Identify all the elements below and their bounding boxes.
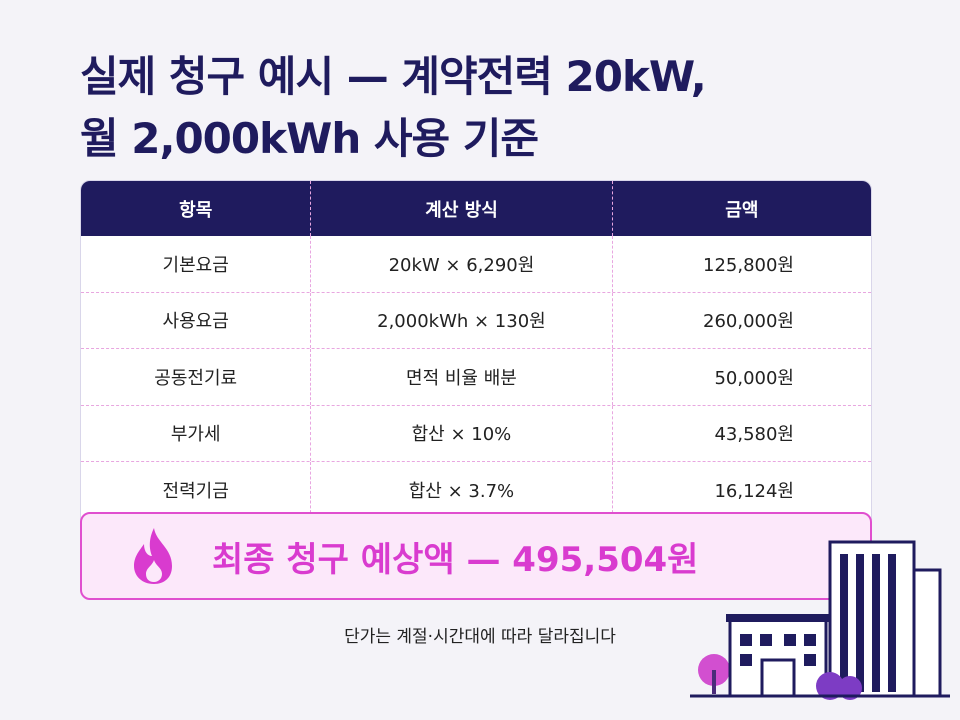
- footnote: 단가는 계절·시간대에 따라 달라집니다: [344, 627, 616, 647]
- table-cell: 사용요금: [162, 311, 229, 333]
- table-cell: 공동전기료: [154, 367, 238, 389]
- header-cell: 항목: [179, 199, 213, 221]
- table-cell: 43,580원: [611, 405, 871, 461]
- table-cell: 20kW × 6,290원: [310, 236, 611, 292]
- table-cell: 50,000원: [611, 349, 871, 405]
- table-row: 기본요금 20kW × 6,290원 125,800원: [81, 236, 871, 293]
- total-banner: 최종 청구 예상액 — 495,504원: [80, 512, 872, 600]
- table-row: 공동전기료 면적 비율 배분 50,000원: [81, 349, 871, 406]
- table-cell: 125,800원: [611, 236, 871, 292]
- building-illustration: [690, 540, 950, 700]
- header-cell: 계산 방식: [310, 181, 611, 236]
- header-row: 항목 계산 방식 금액: [81, 181, 871, 236]
- table-cell: 면적 비율 배분: [310, 349, 611, 405]
- total-text: 최종 청구 예상액 — 495,504원: [212, 539, 699, 580]
- table-cell: 전력기금: [162, 480, 229, 502]
- table-cell: 합산 × 10%: [310, 405, 611, 461]
- table-cell: 기본요금: [162, 254, 229, 276]
- table-cell: 16,124원: [611, 462, 871, 518]
- title-line: 실제 청구 예시 — 계약전력 20kW,: [80, 52, 707, 101]
- table-cell: 2,000kWh × 130원: [310, 292, 611, 348]
- table-row: 전력기금 합산 × 3.7% 16,124원: [81, 462, 871, 519]
- header-cell: 금액: [611, 181, 871, 236]
- table-row: 사용요금 2,000kWh × 130원 260,000원: [81, 292, 871, 349]
- table-cell: 합산 × 3.7%: [310, 462, 611, 518]
- table-cell: 260,000원: [611, 292, 871, 348]
- table-cell: 부가세: [170, 424, 221, 446]
- title-line: 월 2,000kWh 사용 기준: [80, 114, 539, 163]
- fire-icon: [134, 528, 172, 584]
- title: 실제 청구 예시 — 계약전력 20kW, 월 2,000kWh 사용 기준: [80, 46, 707, 170]
- table-row: 부가세 합산 × 10% 43,580원: [81, 405, 871, 462]
